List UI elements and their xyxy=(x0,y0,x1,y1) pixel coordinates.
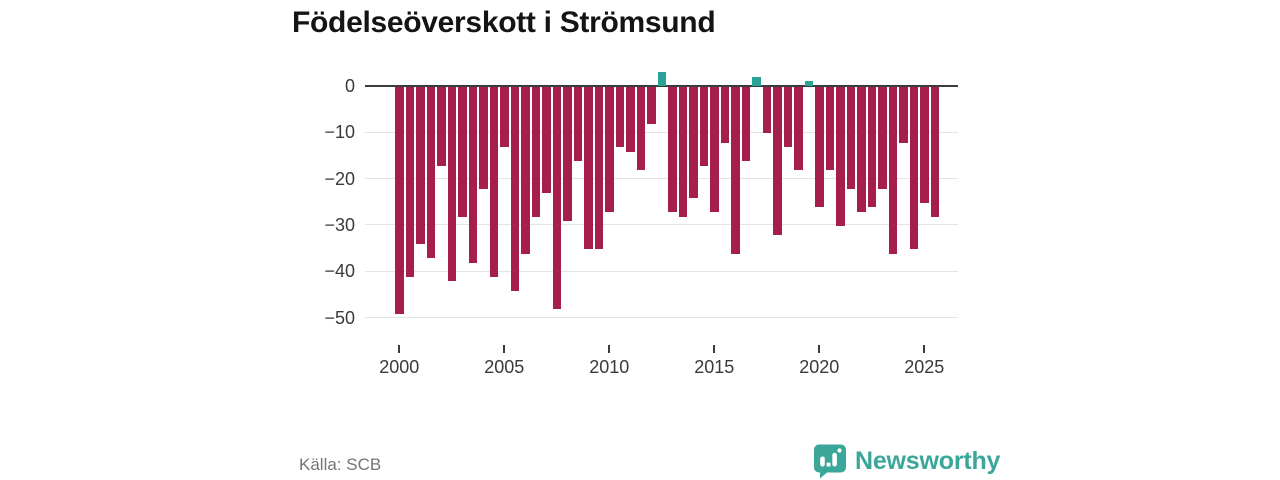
x-axis-tick xyxy=(713,345,716,353)
x-axis-tick xyxy=(608,345,611,353)
x-axis-tick xyxy=(398,345,401,353)
bar-2008-h2 xyxy=(573,87,582,162)
bar-2008-h1 xyxy=(563,87,572,222)
gridline xyxy=(365,317,958,318)
bar-2011-h1 xyxy=(626,87,635,152)
y-axis-label: −50 xyxy=(324,307,355,328)
zero-axis-line xyxy=(365,85,958,87)
bar-2012-h2 xyxy=(657,72,666,86)
bar-2011-h2 xyxy=(636,87,645,171)
bar-2022-h2 xyxy=(867,87,876,208)
bar-2018-h2 xyxy=(783,87,792,148)
plot-area xyxy=(365,60,958,380)
y-axis-label: 0 xyxy=(344,76,355,96)
bar-2013-h1 xyxy=(668,87,677,212)
bar-2007-h1 xyxy=(542,87,551,194)
bar-2001-h1 xyxy=(416,87,425,245)
bar-2016-h1 xyxy=(731,87,740,254)
bar-2010-h1 xyxy=(605,87,614,212)
x-axis-label: 2015 xyxy=(694,357,735,377)
bar-2004-h2 xyxy=(489,87,498,277)
x-axis-tick xyxy=(923,345,926,353)
bar-2003-h2 xyxy=(468,87,477,263)
bar-2020-h1 xyxy=(815,87,824,208)
bar-2015-h2 xyxy=(720,87,729,143)
bar-2010-h2 xyxy=(615,87,624,148)
bar-2004-h1 xyxy=(479,87,488,189)
newsworthy-wordmark: Newsworthy xyxy=(855,446,1001,475)
bar-2018-h1 xyxy=(773,87,782,236)
bar-2001-h2 xyxy=(426,87,435,259)
bar-2023-h1 xyxy=(878,87,887,189)
bar-2019-h2 xyxy=(804,81,813,86)
bar-2021-h1 xyxy=(836,87,845,226)
bar-2025-h1 xyxy=(920,87,929,203)
newsworthy-logo: Newsworthy xyxy=(813,443,1000,479)
bar-2024-h1 xyxy=(899,87,908,143)
bar-2017-h2 xyxy=(762,87,771,134)
bar-2022-h1 xyxy=(857,87,866,212)
y-axis-label: −20 xyxy=(324,168,355,189)
bar-2025-h2 xyxy=(930,87,939,217)
newsworthy-bubble-chart-icon xyxy=(814,444,846,478)
bar-2020-h2 xyxy=(825,87,834,171)
bar-2021-h2 xyxy=(846,87,855,189)
x-axis-label: 2000 xyxy=(379,357,420,377)
bar-2007-h2 xyxy=(552,87,561,310)
bar-2012-h1 xyxy=(647,87,656,125)
bar-2002-h1 xyxy=(437,87,446,166)
bar-2013-h2 xyxy=(678,87,687,217)
bar-2006-h1 xyxy=(521,87,530,254)
bar-2009-h1 xyxy=(584,87,593,250)
x-axis-label: 2010 xyxy=(589,357,630,377)
bar-2005-h2 xyxy=(510,87,519,291)
bar-2006-h2 xyxy=(531,87,540,217)
source-note: Källa: SCB xyxy=(299,455,382,474)
x-axis-label: 2025 xyxy=(904,357,945,377)
bar-2014-h1 xyxy=(689,87,698,199)
bar-2015-h1 xyxy=(710,87,719,212)
y-axis-label: −40 xyxy=(324,261,355,282)
y-axis-label: −10 xyxy=(324,122,355,143)
bar-2002-h2 xyxy=(447,87,456,282)
chart-title: Födelseöverskott i Strömsund xyxy=(292,6,716,39)
x-axis-label: 2020 xyxy=(799,357,840,377)
gridline xyxy=(365,224,958,226)
bar-2023-h2 xyxy=(888,87,897,254)
bar-2024-h2 xyxy=(909,87,918,250)
bar-2000-h2 xyxy=(405,87,414,277)
x-axis-tick xyxy=(818,345,821,353)
gridline xyxy=(365,178,958,180)
bar-2016-h2 xyxy=(741,87,750,162)
y-axis-label: −30 xyxy=(324,214,355,235)
x-axis-label: 2005 xyxy=(484,357,525,377)
bar-2017-h1 xyxy=(752,76,761,86)
bar-2005-h1 xyxy=(500,87,509,148)
bar-2019-h1 xyxy=(794,87,803,171)
bar-2000-h1 xyxy=(395,87,404,314)
x-axis-tick xyxy=(503,345,506,353)
bar-2009-h2 xyxy=(594,87,603,250)
bar-2014-h2 xyxy=(699,87,708,166)
bar-2003-h1 xyxy=(458,87,467,217)
gridline xyxy=(365,131,958,133)
gridline xyxy=(365,270,958,272)
